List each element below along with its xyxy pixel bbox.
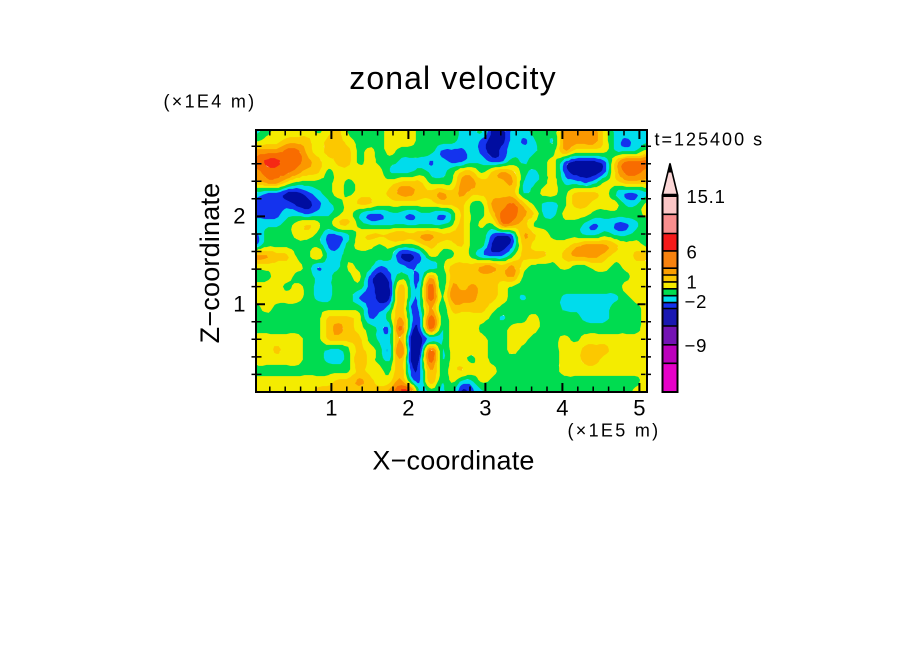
svg-text:−2: −2 — [685, 291, 708, 312]
svg-text:5: 5 — [633, 396, 645, 421]
svg-text:6: 6 — [687, 242, 698, 263]
svg-text:1: 1 — [233, 292, 245, 317]
svg-text:zonal velocity: zonal velocity — [349, 60, 557, 96]
svg-text:X−coordinate: X−coordinate — [372, 446, 534, 476]
svg-text:15.1: 15.1 — [687, 186, 726, 207]
svg-text:2: 2 — [233, 204, 245, 229]
svg-text:t=125400 s: t=125400 s — [655, 130, 765, 150]
svg-text:1: 1 — [325, 396, 337, 421]
svg-text:2: 2 — [402, 396, 414, 421]
svg-text:(×1E4 m): (×1E4 m) — [164, 92, 257, 112]
svg-text:(×1E5 m): (×1E5 m) — [568, 421, 661, 441]
svg-text:−9: −9 — [685, 335, 708, 356]
svg-text:3: 3 — [479, 396, 491, 421]
svg-text:Z−coordinate: Z−coordinate — [195, 183, 225, 344]
svg-text:1: 1 — [687, 272, 698, 293]
svg-text:4: 4 — [556, 396, 568, 421]
